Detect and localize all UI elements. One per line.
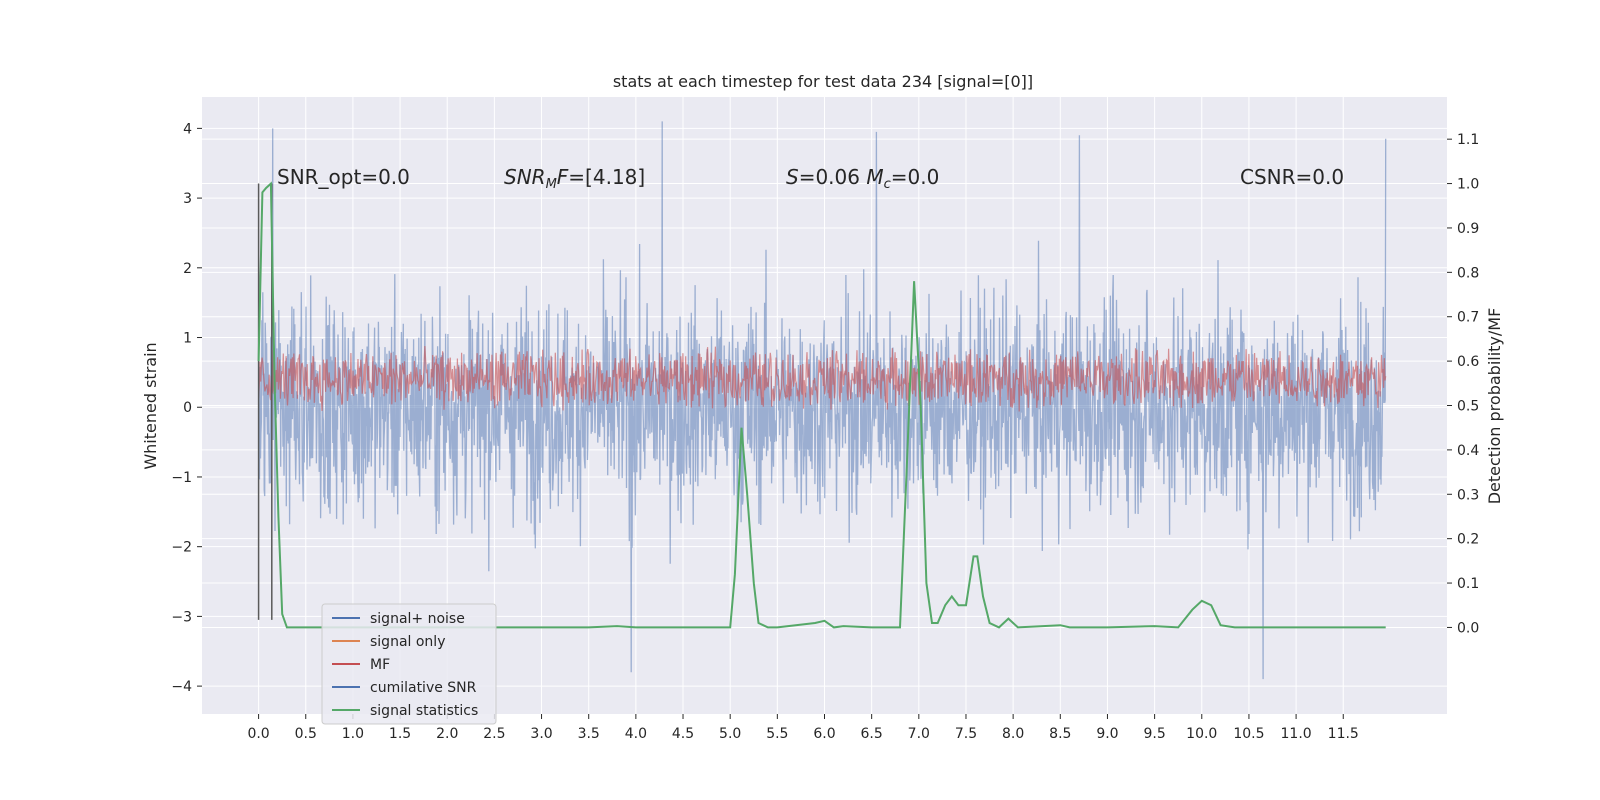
x-tick-label: 4.5 bbox=[672, 726, 694, 742]
left-tick-label: −2 bbox=[171, 540, 192, 556]
x-tick-label: 10.0 bbox=[1186, 726, 1217, 742]
x-tick-label: 2.5 bbox=[483, 726, 505, 742]
x-tick-label: 7.5 bbox=[955, 726, 977, 742]
right-axis-title: Detection probability/MF bbox=[1485, 308, 1504, 505]
legend: signal+ noise signal only MF cumilative SNR… bbox=[321, 603, 497, 725]
annotation-snr-opt: SNR_opt=0.0 bbox=[277, 165, 410, 189]
right-tick-label: 0.2 bbox=[1457, 532, 1479, 548]
x-tick-label: 5.5 bbox=[766, 726, 788, 742]
x-tick-label: 9.5 bbox=[1143, 726, 1165, 742]
x-tick-label: 2.0 bbox=[436, 726, 458, 742]
left-tick-label: 3 bbox=[183, 191, 192, 207]
x-tick-label: 9.0 bbox=[1096, 726, 1118, 742]
x-tick-label: 3.5 bbox=[578, 726, 600, 742]
x-tick-label: 1.5 bbox=[389, 726, 411, 742]
x-tick-label: 11.0 bbox=[1281, 726, 1312, 742]
legend-label: signal only bbox=[370, 634, 445, 650]
right-tick-label: 0.6 bbox=[1457, 354, 1479, 370]
legend-items: signal+ noise signal only MF cumilative SNR… bbox=[332, 611, 478, 719]
x-tick-label: 6.5 bbox=[861, 726, 883, 742]
mf-series bbox=[258, 345, 1387, 412]
legend-label: signal+ noise bbox=[370, 611, 465, 627]
x-tick-label: 10.5 bbox=[1233, 726, 1264, 742]
legend-label: signal statistics bbox=[370, 703, 478, 719]
left-tick-label: −1 bbox=[171, 470, 192, 486]
left-tick-label: −3 bbox=[171, 609, 192, 625]
x-tick-label: 0.0 bbox=[247, 726, 269, 742]
x-tick-label: 5.0 bbox=[719, 726, 741, 742]
right-tick-label: 0.4 bbox=[1457, 443, 1479, 459]
x-tick-label: 7.0 bbox=[908, 726, 930, 742]
legend-label: cumilative SNR bbox=[370, 680, 477, 696]
x-tick-label: 1.0 bbox=[342, 726, 364, 742]
x-axis-ticks: 0.0 0.5 1.0 1.5 2.0 2.5 3.0 3.5 4.0 4.5 5.0 5.5 6.0 6… bbox=[247, 714, 1359, 742]
right-tick-label: 0.3 bbox=[1457, 487, 1479, 503]
left-tick-label: 0 bbox=[183, 400, 192, 416]
annotation-snr-mf: SNRMF=[4.18] bbox=[504, 165, 645, 192]
right-tick-label: 0.7 bbox=[1457, 310, 1479, 326]
right-tick-label: 1.0 bbox=[1457, 177, 1479, 193]
left-tick-label: 2 bbox=[183, 261, 192, 277]
mf-line bbox=[258, 345, 1387, 412]
right-tick-label: 0.0 bbox=[1457, 620, 1479, 636]
x-tick-label: 0.5 bbox=[295, 726, 317, 742]
left-axis-title: Whitened strain bbox=[141, 342, 160, 469]
x-tick-label: 8.5 bbox=[1049, 726, 1071, 742]
legend-label: MF bbox=[370, 657, 390, 673]
x-tick-label: 11.5 bbox=[1328, 726, 1359, 742]
x-tick-label: 3.0 bbox=[530, 726, 552, 742]
right-tick-label: 0.9 bbox=[1457, 221, 1479, 237]
right-tick-label: 1.1 bbox=[1457, 132, 1479, 148]
left-tick-label: 4 bbox=[183, 121, 192, 137]
right-tick-label: 0.5 bbox=[1457, 399, 1479, 415]
annotation-s-mc: S=0.06 Mc=0.0 bbox=[786, 165, 939, 192]
left-tick-label: 1 bbox=[183, 331, 192, 347]
legend-box bbox=[321, 603, 497, 725]
left-tick-label: −4 bbox=[171, 679, 192, 695]
left-axis-ticks: 4 3 2 1 0 −1 −2 −3 −4 bbox=[171, 121, 202, 695]
x-tick-label: 6.0 bbox=[813, 726, 835, 742]
annotation-csnr: CSNR=0.0 bbox=[1240, 165, 1344, 189]
x-tick-label: 8.0 bbox=[1002, 726, 1024, 742]
chart-title: stats at each timestep for test data 234… bbox=[613, 72, 1033, 91]
right-axis-ticks: 1.1 1.0 0.9 0.8 0.7 0.6 0.5 0.4 0.3 0.2 0.1 0.0 bbox=[1447, 132, 1479, 636]
right-tick-label: 0.8 bbox=[1457, 265, 1479, 281]
right-tick-label: 0.1 bbox=[1457, 576, 1479, 592]
x-tick-label: 4.0 bbox=[625, 726, 647, 742]
